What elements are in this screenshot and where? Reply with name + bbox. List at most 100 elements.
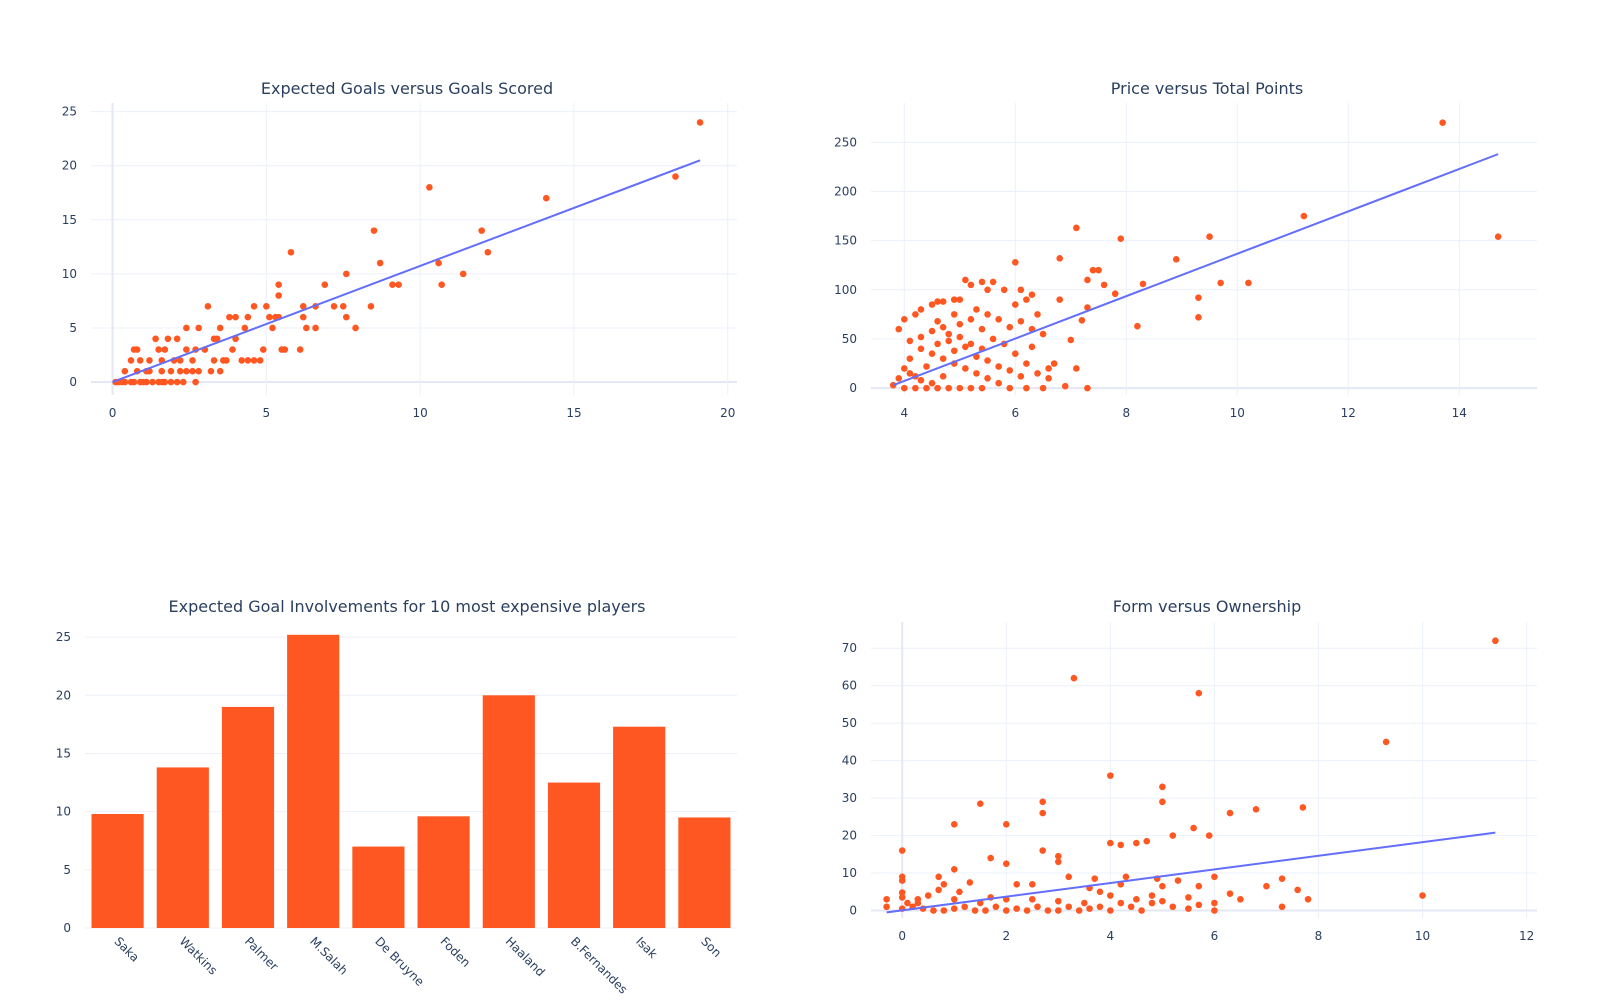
scatter-point	[883, 903, 890, 911]
scatter-point	[1211, 907, 1218, 914]
y-tick-label: 50	[842, 332, 857, 346]
scatter-point	[1039, 330, 1047, 338]
scatter-point	[1169, 903, 1177, 911]
bar	[613, 726, 666, 928]
chart-title: Price versus Total Points	[1111, 79, 1303, 98]
scatter-point	[1028, 291, 1036, 299]
scatter-point	[1419, 892, 1426, 899]
scatter-point	[895, 374, 903, 382]
scatter-point	[923, 363, 930, 370]
x-tick-label: Haaland	[503, 934, 548, 979]
scatter-point	[928, 301, 936, 308]
scatter-point	[367, 303, 375, 310]
scatter-points	[112, 119, 704, 386]
scatter-point	[250, 357, 258, 364]
scatter-point	[1195, 294, 1202, 301]
scatter-point	[152, 335, 159, 343]
scatter-point	[672, 173, 679, 180]
x-tick-label: 10	[1415, 929, 1430, 943]
scatter-point	[935, 873, 942, 881]
scatter-point	[1023, 384, 1030, 392]
scatter-point	[1006, 384, 1014, 392]
scatter-point	[1013, 880, 1020, 888]
x-tick-label: Palmer	[242, 934, 281, 973]
bar	[678, 817, 731, 928]
scatter-point	[167, 378, 175, 386]
scatter-point	[155, 346, 162, 353]
scatter-point	[183, 346, 190, 353]
gridlines	[871, 622, 1537, 918]
scatter-point	[1039, 847, 1047, 854]
y-tick-label: 20	[62, 159, 77, 173]
scatter-point	[426, 184, 433, 191]
scatter-point	[1211, 873, 1218, 881]
scatter-point	[1195, 314, 1202, 321]
y-tick-label: 5	[63, 863, 71, 877]
trend-line	[892, 153, 1499, 387]
x-tick-label: 4	[1107, 929, 1115, 943]
scatter-point	[229, 346, 236, 353]
scatter-point	[1300, 212, 1308, 220]
scatter-point	[992, 903, 1000, 911]
scatter-point	[478, 227, 485, 234]
scatter-point	[1169, 832, 1177, 839]
scatter-point	[213, 335, 221, 343]
scatter-point	[901, 365, 908, 372]
scatter-point	[395, 281, 402, 288]
scatter-point	[216, 367, 224, 375]
scatter-point	[967, 281, 975, 289]
scatter-point	[987, 854, 994, 862]
scatter-point	[192, 378, 199, 386]
scatter-point	[1159, 897, 1166, 905]
scatter-point	[1065, 903, 1073, 911]
x-tick-label: 8	[1122, 406, 1130, 420]
scatter-point	[934, 384, 941, 392]
scatter-point	[1299, 804, 1307, 811]
y-tick-label: 100	[834, 283, 857, 297]
scatter-point	[1002, 821, 1010, 828]
scatter-point	[945, 337, 952, 345]
bar	[287, 634, 340, 928]
scatter-point	[179, 378, 187, 386]
scatter-point	[940, 907, 948, 914]
scatter-point	[1039, 798, 1047, 806]
y-tick-label: 10	[62, 267, 77, 281]
scatter-point	[984, 357, 991, 364]
scatter-point	[1245, 279, 1252, 287]
trend-line	[886, 831, 1496, 914]
scatter-point	[956, 888, 963, 896]
x-tick-label: 2	[1002, 929, 1010, 943]
y-tick-label: 150	[834, 234, 857, 248]
scatter-point	[167, 367, 175, 375]
scatter-point	[1034, 311, 1041, 318]
scatter-point	[1382, 738, 1390, 746]
scatter-point	[914, 899, 922, 907]
scatter-point	[961, 903, 968, 911]
scatter-point	[1206, 233, 1213, 241]
scatter-point	[883, 895, 890, 903]
scatter-point	[1439, 119, 1446, 126]
bar	[156, 767, 209, 928]
scatter-point	[1023, 296, 1030, 303]
scatter-point	[940, 880, 948, 888]
scatter-point	[1073, 365, 1080, 372]
scatter-point	[939, 373, 947, 380]
scatter-point	[158, 367, 166, 375]
scatter-point	[542, 194, 550, 202]
bar	[547, 782, 601, 928]
scatter-point	[389, 281, 396, 288]
x-tick-label: De Bruyne	[372, 934, 427, 989]
scatter-point	[1065, 873, 1073, 881]
scatter-point	[973, 370, 980, 377]
scatter-point	[898, 877, 906, 884]
scatter-point	[127, 357, 135, 364]
scatter-point	[1070, 674, 1078, 682]
scatter-point	[971, 907, 979, 914]
scatter-point	[923, 384, 930, 392]
scatter-point	[934, 317, 941, 325]
scatter-point	[1028, 343, 1036, 351]
scatter-point	[1159, 783, 1166, 791]
scatter-point	[330, 303, 338, 310]
scatter-point	[149, 378, 156, 386]
y-tick-label: 15	[56, 746, 71, 760]
